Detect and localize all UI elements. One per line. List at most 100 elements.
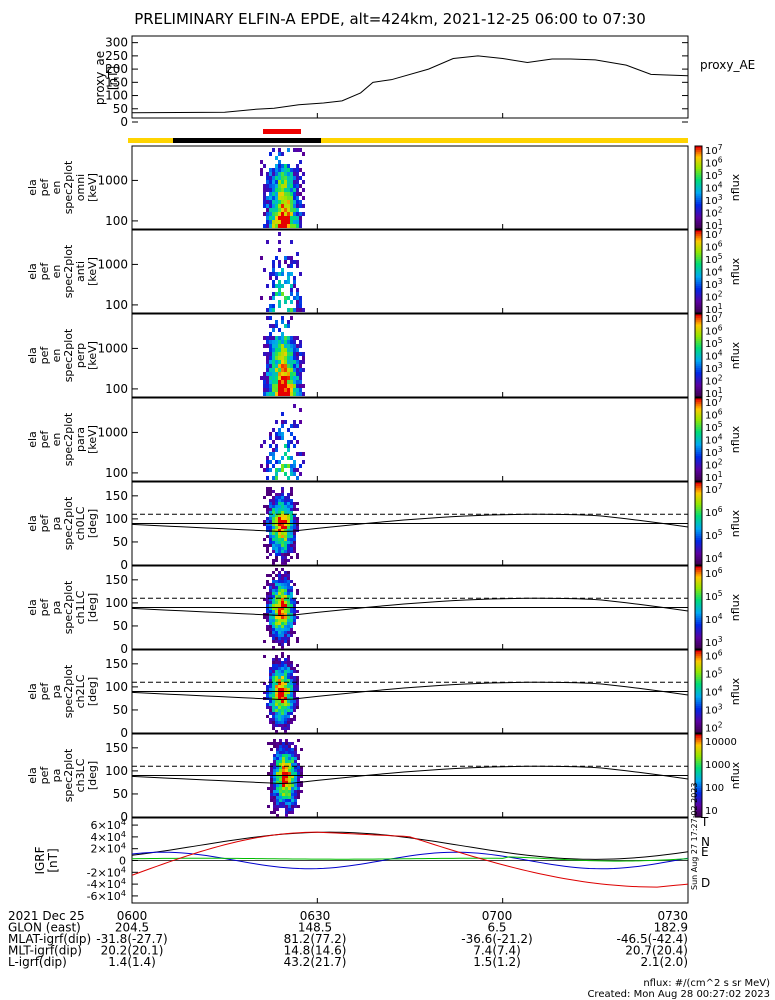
- spec-cell: [290, 308, 293, 312]
- colorbar-cell: [695, 674, 702, 678]
- ch0LC-ylabel-line: spec2plot: [62, 496, 75, 550]
- spec-cell: [270, 787, 273, 790]
- spec-cell: [278, 344, 281, 348]
- spec-cell: [299, 160, 302, 164]
- spec-cell: [279, 802, 282, 805]
- spec-cell: [278, 388, 281, 392]
- spec-cell: [269, 610, 272, 613]
- spec-cell: [278, 292, 281, 296]
- spec-cell: [269, 452, 272, 456]
- spec-cell: [272, 571, 275, 574]
- spec-cell: [290, 616, 293, 619]
- spec-cell: [276, 754, 279, 757]
- omni-colorbar-frame: [694, 145, 703, 230]
- spec-cell: [284, 526, 287, 529]
- spec-cell: [266, 356, 269, 360]
- spec-cell: [287, 535, 290, 538]
- spec-cell: [293, 372, 296, 376]
- spec-cell: [278, 392, 281, 396]
- colorbar-cell: [695, 367, 702, 371]
- colorbar-cell: [695, 412, 702, 416]
- spec-cell: [272, 592, 275, 595]
- spec-cell: [272, 682, 275, 685]
- spec-cell: [296, 352, 299, 356]
- omni-colorbar-tick: 103: [705, 193, 723, 207]
- spec-cell: [288, 757, 291, 760]
- spec-cell: [278, 499, 281, 502]
- spec-cell: [275, 180, 278, 184]
- ch1LC-colorbar-tick: 106: [705, 566, 723, 580]
- spec-cell: [278, 368, 281, 372]
- colorbar-cell: [695, 644, 702, 648]
- spec-cell: [281, 556, 284, 559]
- spec-cell: [278, 496, 281, 499]
- colorbar-cell: [695, 340, 702, 344]
- spec-cell: [293, 541, 296, 544]
- spec-cell: [288, 769, 291, 772]
- spec-cell: [297, 739, 300, 742]
- spec-cell: [278, 284, 281, 288]
- spec-cell: [273, 811, 276, 814]
- spec-cell: [275, 589, 278, 592]
- spec-cell: [290, 631, 293, 634]
- orbit-bar: [128, 138, 688, 143]
- spec-cell: [279, 775, 282, 778]
- omni-colorbar-tick: 104: [705, 181, 723, 195]
- spec-cell: [266, 505, 269, 508]
- anti-ylabel-line: pef: [38, 262, 51, 281]
- spec-cell: [299, 300, 302, 304]
- spec-cell: [278, 336, 281, 340]
- spec-cell: [284, 556, 287, 559]
- colorbar-cell: [695, 672, 702, 676]
- spec-cell: [290, 688, 293, 691]
- spec-cell: [287, 532, 290, 535]
- colorbar-cell: [695, 226, 702, 230]
- spec-cell: [278, 637, 281, 640]
- spec-cell: [263, 164, 266, 168]
- spec-cell: [290, 601, 293, 604]
- spec-cell: [272, 268, 275, 272]
- spec-cell: [282, 757, 285, 760]
- spec-cell: [287, 604, 290, 607]
- spec-cell: [278, 288, 281, 292]
- spec-cell: [281, 598, 284, 601]
- spec-cell: [287, 580, 290, 583]
- spec-cell: [275, 184, 278, 188]
- colorbar-cell: [695, 424, 702, 428]
- colorbar-cell: [695, 162, 702, 166]
- spec-cell: [287, 616, 290, 619]
- spec-cell: [296, 172, 299, 176]
- spec-cell: [273, 778, 276, 781]
- spec-cell: [281, 685, 284, 688]
- spec-cell: [266, 487, 269, 490]
- colorbar-cell: [695, 808, 702, 812]
- spec-cell: [279, 796, 282, 799]
- spec-cell: [290, 212, 293, 216]
- spec-cell: [278, 468, 281, 472]
- colorbar-cell: [695, 175, 702, 178]
- anti-ylabel-line: spec2plot: [62, 244, 75, 298]
- spec-cell: [281, 176, 284, 180]
- spec-cell: [273, 763, 276, 766]
- spec-cell: [290, 440, 293, 444]
- para-colorbar-tick: 105: [705, 420, 723, 434]
- spec-cell: [284, 508, 287, 511]
- spec-cell: [290, 292, 293, 296]
- spec-cell: [284, 384, 287, 388]
- perp-panel-frame: [131, 313, 689, 398]
- spec-cell: [279, 763, 282, 766]
- spec-cell: [281, 493, 284, 496]
- spec-cell: [282, 745, 285, 748]
- perp-colorbar-tick: 103: [705, 361, 723, 375]
- ae-ytick-label: 300: [105, 36, 128, 50]
- colorbar-cell: [695, 792, 702, 795]
- spec-cell: [287, 296, 290, 300]
- spec-cell: [290, 529, 293, 532]
- spec-cell: [293, 616, 296, 619]
- spec-cell: [281, 360, 284, 364]
- spec-cell: [272, 532, 275, 535]
- spec-cell: [278, 541, 281, 544]
- colorbar-cell: [695, 146, 702, 149]
- spec-cell: [263, 544, 266, 547]
- spec-cell: [281, 436, 284, 440]
